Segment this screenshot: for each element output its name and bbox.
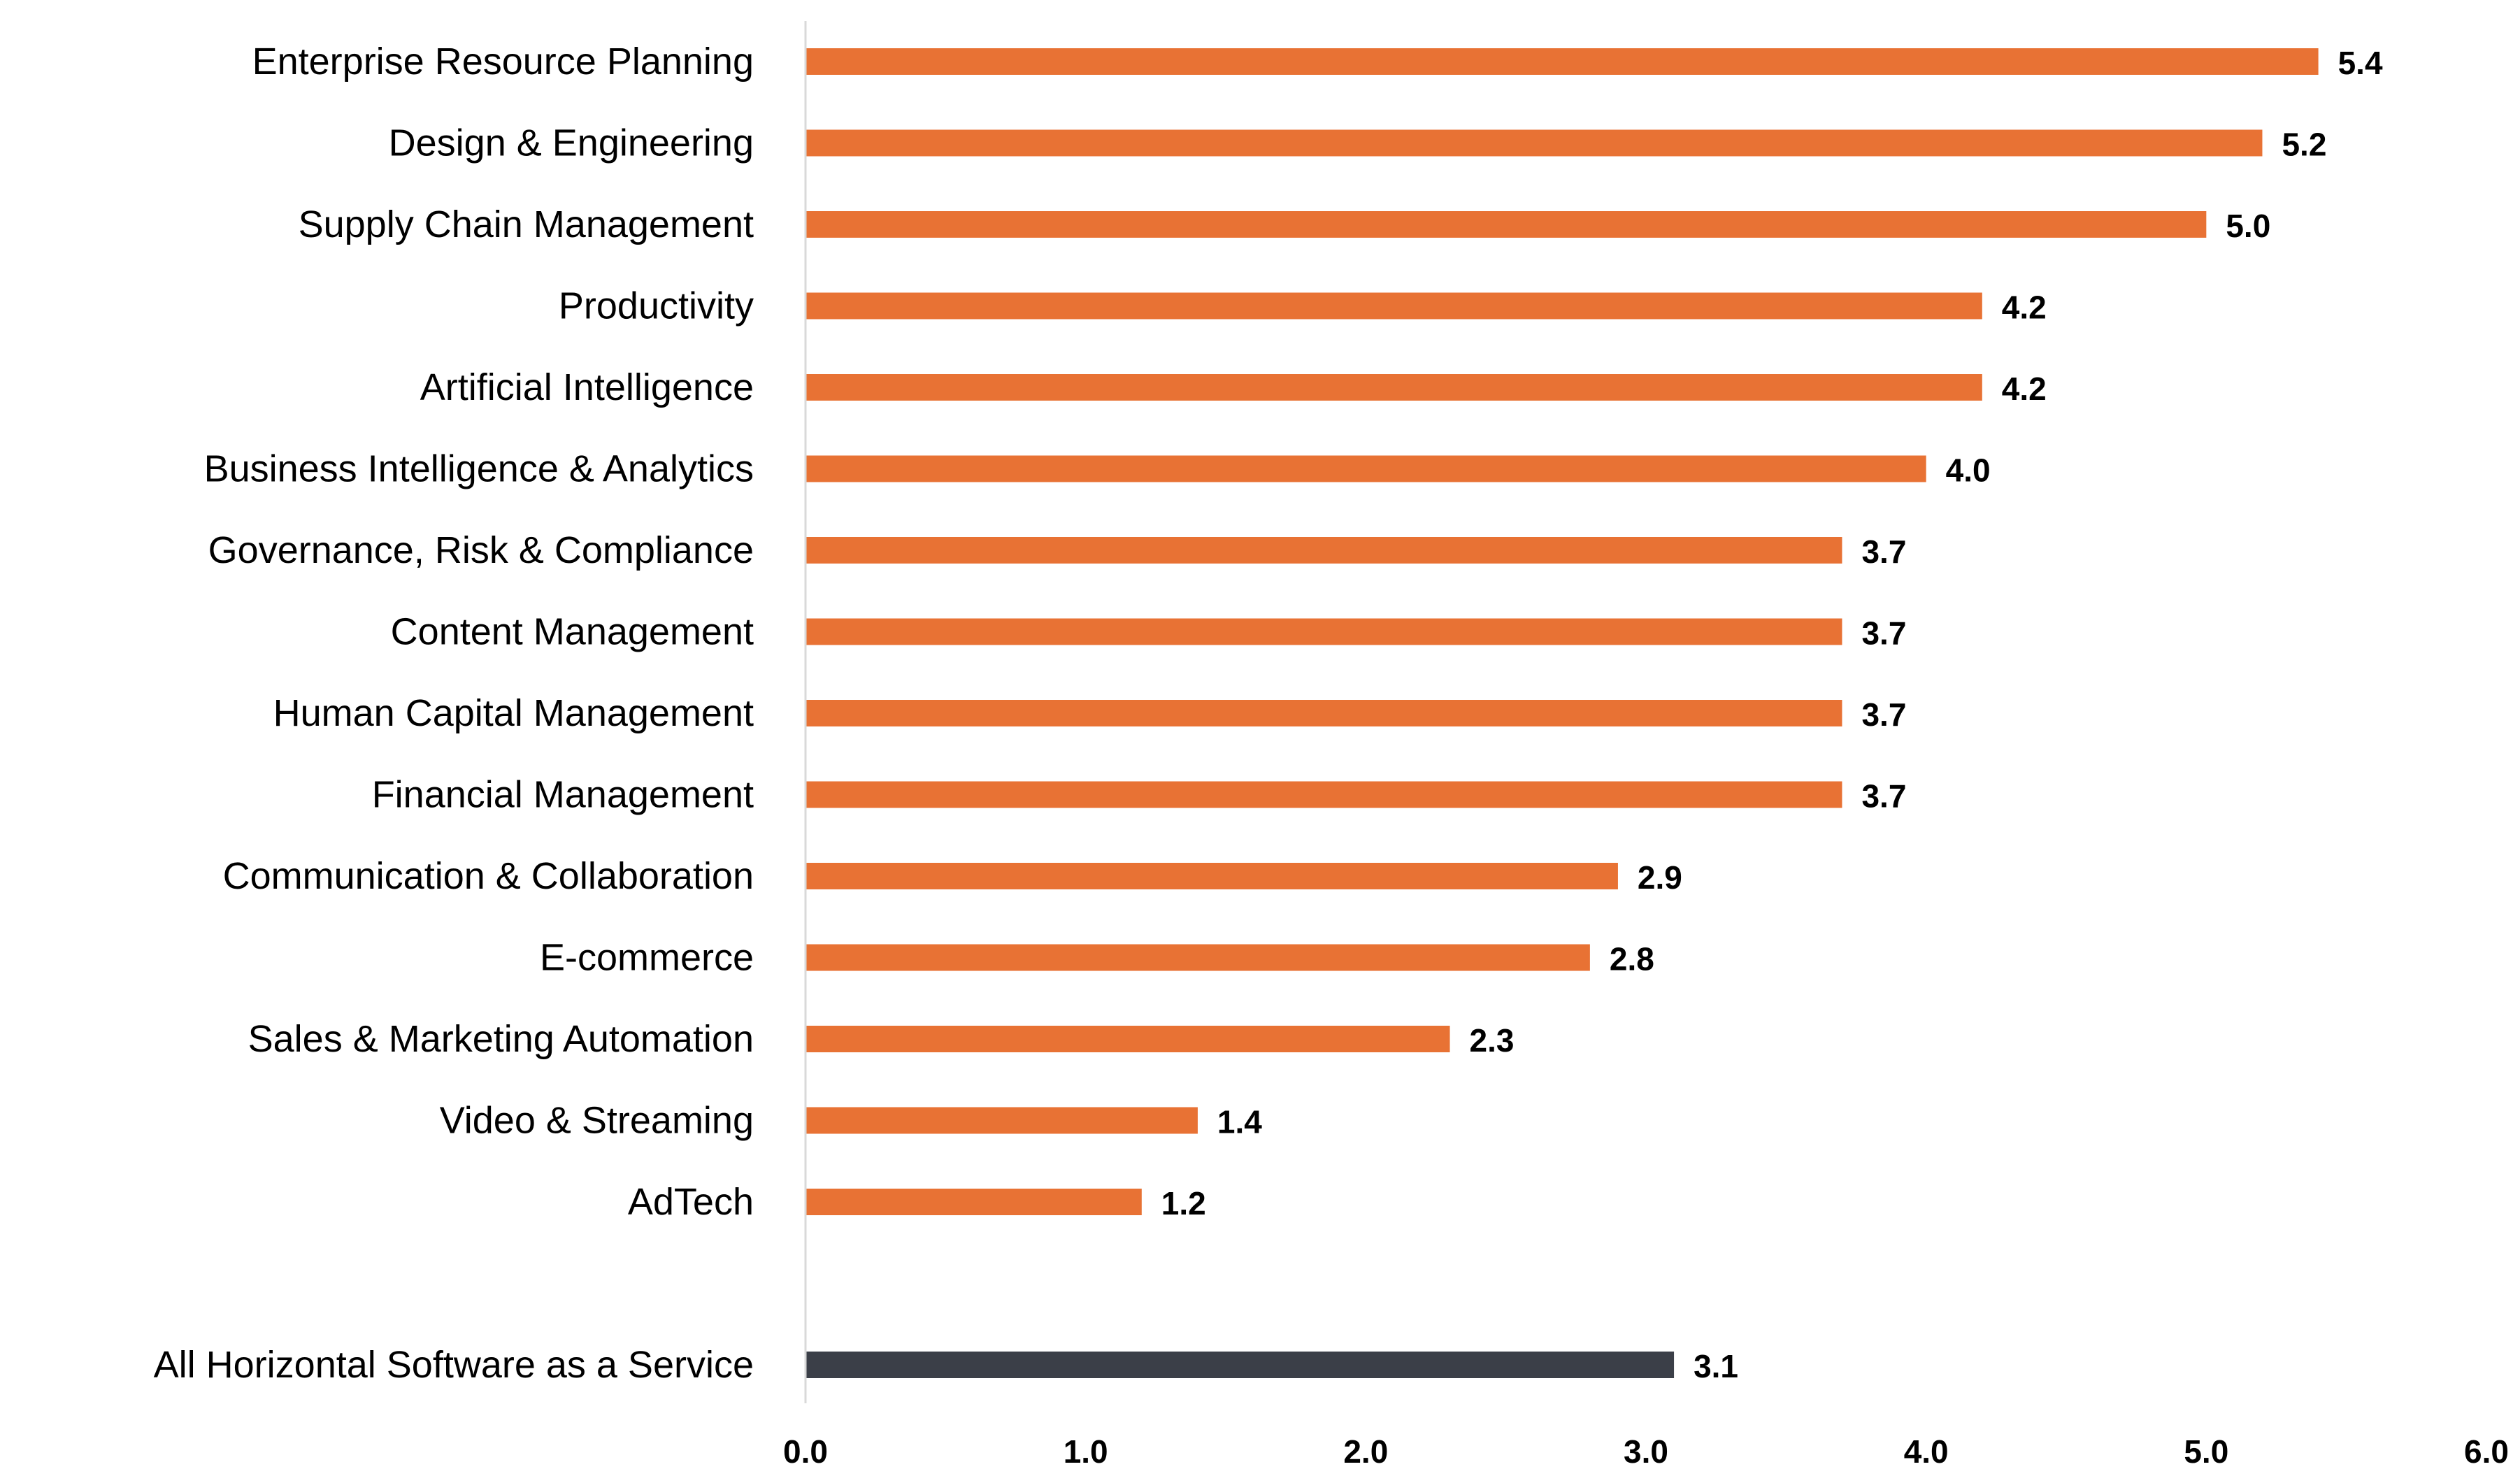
bar-0 bbox=[806, 48, 2319, 75]
value-label: 2.8 bbox=[1610, 941, 1654, 977]
category-label: Human Capital Management bbox=[273, 692, 754, 734]
category-label: Productivity bbox=[559, 285, 754, 327]
bar-8 bbox=[806, 700, 1842, 726]
value-label: 4.2 bbox=[2002, 371, 2047, 407]
bar-7 bbox=[806, 618, 1842, 645]
value-label: 4.0 bbox=[1946, 452, 1991, 489]
category-label: Supply Chain Management bbox=[299, 203, 754, 245]
category-label: Business Intelligence & Analytics bbox=[204, 448, 754, 490]
category-label: All Horizontal Software as a Service bbox=[154, 1344, 754, 1386]
value-label: 5.4 bbox=[2338, 45, 2383, 81]
bar-5 bbox=[806, 455, 1926, 482]
x-tick-label: 1.0 bbox=[1064, 1433, 1108, 1470]
category-label: Communication & Collaboration bbox=[223, 855, 754, 897]
bar-9 bbox=[806, 781, 1842, 808]
category-label: Enterprise Resource Planning bbox=[252, 41, 754, 83]
x-tick-label: 0.0 bbox=[783, 1433, 828, 1470]
bar-3 bbox=[806, 292, 1982, 320]
bar-4 bbox=[806, 374, 1982, 401]
bar-2 bbox=[806, 211, 2207, 238]
bar-10 bbox=[806, 863, 1618, 889]
category-label: E-commerce bbox=[540, 937, 754, 979]
bar-15 bbox=[806, 1352, 1675, 1378]
x-tick-label: 2.0 bbox=[1343, 1433, 1388, 1470]
bar-14 bbox=[806, 1189, 1142, 1215]
category-label: Content Management bbox=[391, 611, 754, 653]
category-label: Design & Engineering bbox=[389, 122, 754, 164]
value-label: 5.0 bbox=[2226, 208, 2270, 244]
category-label: AdTech bbox=[628, 1181, 754, 1223]
bars-group bbox=[806, 48, 2319, 1378]
value-label: 1.4 bbox=[1217, 1104, 1262, 1140]
x-axis-tick-labels: 0.0 1.0 2.0 3.0 4.0 5.0 6.0 bbox=[783, 1433, 2509, 1470]
category-label: Sales & Marketing Automation bbox=[248, 1018, 754, 1060]
bar-12 bbox=[806, 1026, 1450, 1052]
value-label: 2.9 bbox=[1638, 859, 1682, 896]
category-label: Video & Streaming bbox=[440, 1100, 754, 1142]
value-label: 1.2 bbox=[1161, 1185, 1206, 1221]
x-tick-label: 6.0 bbox=[2464, 1433, 2509, 1470]
bar-6 bbox=[806, 537, 1842, 564]
value-label: 3.7 bbox=[1861, 533, 1906, 570]
value-label: 4.2 bbox=[2002, 289, 2047, 326]
x-tick-label: 5.0 bbox=[2184, 1433, 2228, 1470]
bar-1 bbox=[806, 129, 2263, 157]
category-labels: Enterprise Resource Planning Design & Eng… bbox=[154, 41, 754, 1386]
category-label: Financial Management bbox=[372, 774, 754, 816]
value-label: 3.1 bbox=[1694, 1348, 1738, 1384]
value-label: 3.7 bbox=[1861, 778, 1906, 815]
value-label: 3.7 bbox=[1861, 696, 1906, 733]
x-tick-label: 3.0 bbox=[1624, 1433, 1668, 1470]
value-labels: 5.4 5.2 5.0 4.2 4.2 4.0 3.7 3.7 3.7 3.7 2.9 2.8 2.3 1… bbox=[1161, 45, 2383, 1384]
bar-13 bbox=[806, 1107, 1198, 1134]
value-label: 5.2 bbox=[2282, 127, 2326, 163]
category-label: Artificial Intelligence bbox=[420, 366, 754, 408]
category-label: Governance, Risk & Compliance bbox=[208, 529, 754, 571]
bar-11 bbox=[806, 944, 1590, 971]
value-label: 3.7 bbox=[1861, 615, 1906, 652]
x-tick-label: 4.0 bbox=[1904, 1433, 1949, 1470]
value-label: 2.3 bbox=[1470, 1022, 1515, 1059]
